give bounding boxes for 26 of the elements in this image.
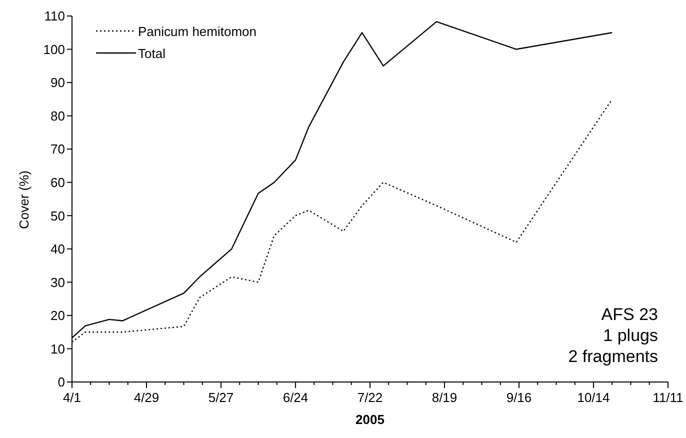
x-tick-label: 6/24 (282, 390, 308, 405)
x-tick-label: 4/29 (134, 390, 160, 405)
x-tick-label: 11/11 (652, 390, 684, 405)
y-tick-label: 0 (58, 374, 65, 390)
x-tick-label: 5/27 (208, 390, 234, 405)
x-tick-label: 7/22 (357, 390, 383, 405)
y-tick-label: 10 (50, 341, 65, 356)
x-axis-title: 2005 (356, 412, 384, 427)
y-tick-label: 110 (44, 8, 65, 24)
y-tick-label: 30 (50, 274, 65, 290)
y-tick-label: 80 (50, 108, 65, 124)
x-tick-label: 8/19 (432, 390, 458, 405)
x-tick-label: 4/1 (62, 390, 82, 405)
y-tick-label: 40 (50, 242, 65, 257)
annotation: AFS 23 1 plugs 2 fragments (568, 305, 658, 366)
legend-label: Panicum hemitomon (138, 24, 256, 39)
y-tick-label: 60 (50, 174, 65, 190)
x-tick-label: 10/14 (577, 390, 610, 405)
y-tick-label: 20 (50, 308, 65, 324)
legend-label: Total (138, 46, 166, 61)
y-tick-label: 70 (50, 142, 65, 157)
y-tick-label: 100 (43, 42, 65, 57)
y-tick-label: 90 (50, 75, 65, 90)
y-tick-label: 50 (50, 208, 65, 224)
x-tick-label: 9/16 (506, 390, 532, 405)
y-axis-title: Cover (%) (16, 170, 32, 229)
